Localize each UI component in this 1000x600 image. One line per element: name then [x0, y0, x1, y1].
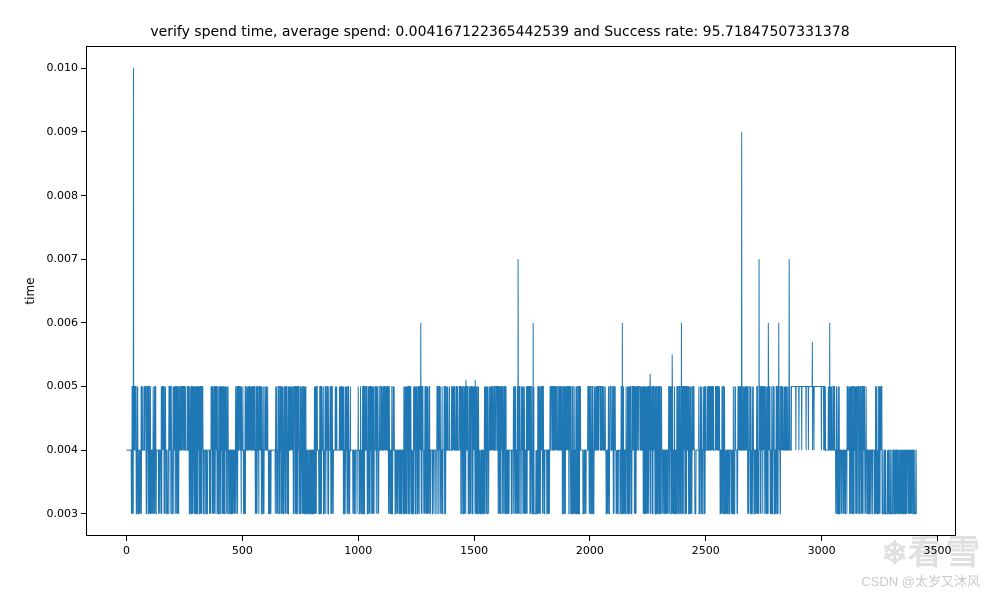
x-tick-mark — [242, 536, 243, 541]
y-tick-mark — [81, 450, 86, 451]
y-tick-mark — [81, 131, 86, 132]
x-tick-label: 2500 — [688, 544, 724, 557]
y-tick-label: 0.008 — [47, 189, 79, 202]
snowflake-icon: ❄ — [881, 535, 908, 571]
series-line — [127, 68, 917, 513]
y-tick-label: 0.007 — [47, 252, 79, 265]
x-tick-label: 3000 — [804, 544, 840, 557]
x-tick-mark — [705, 536, 706, 541]
x-tick-label: 1500 — [456, 544, 492, 557]
chart-title: verify spend time, average spend: 0.0041… — [0, 24, 1000, 40]
y-tick-label: 0.010 — [47, 61, 79, 74]
y-tick-mark — [81, 322, 86, 323]
plot-line — [86, 46, 956, 536]
x-tick-label: 3500 — [919, 544, 955, 557]
x-tick-mark — [126, 536, 127, 541]
y-tick-mark — [81, 386, 86, 387]
y-tick-label: 0.006 — [47, 316, 79, 329]
x-tick-label: 0 — [109, 544, 145, 557]
y-tick-label: 0.009 — [47, 125, 79, 138]
x-tick-mark — [821, 536, 822, 541]
x-tick-mark — [589, 536, 590, 541]
y-axis-label: time — [23, 271, 37, 311]
y-tick-mark — [81, 259, 86, 260]
x-tick-label: 2000 — [572, 544, 608, 557]
y-tick-label: 0.003 — [47, 507, 79, 520]
x-tick-mark — [358, 536, 359, 541]
y-tick-mark — [81, 195, 86, 196]
y-tick-label: 0.004 — [47, 443, 79, 456]
x-tick-label: 1000 — [340, 544, 376, 557]
y-tick-mark — [81, 68, 86, 69]
figure: verify spend time, average spend: 0.0041… — [0, 0, 1000, 600]
x-tick-mark — [474, 536, 475, 541]
x-tick-label: 500 — [224, 544, 260, 557]
y-tick-mark — [81, 513, 86, 514]
x-tick-mark — [937, 536, 938, 541]
y-tick-label: 0.005 — [47, 379, 79, 392]
watermark-sub: CSDN @太岁又沐风 — [861, 571, 980, 590]
